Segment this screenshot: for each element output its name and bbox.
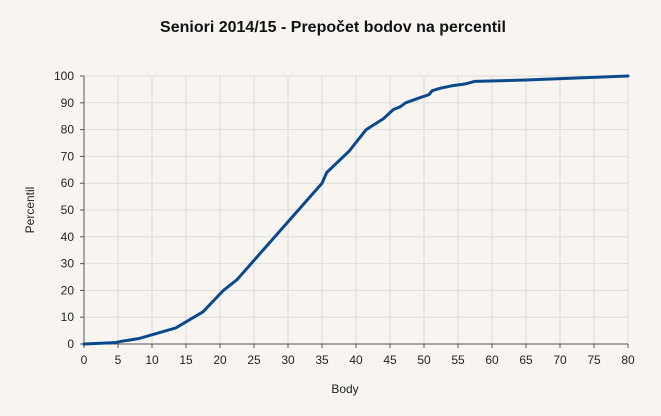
y-tick-label: 30 [61, 257, 75, 271]
x-tick-label: 45 [383, 353, 397, 367]
y-axis-label: Percentil [23, 187, 37, 234]
x-tick-label: 75 [587, 353, 601, 367]
x-tick-label: 25 [247, 353, 261, 367]
y-tick-label: 50 [61, 203, 75, 217]
x-tick-label: 20 [213, 353, 227, 367]
y-tick-label: 10 [61, 310, 75, 324]
chart-title: Seniori 2014/15 - Prepočet bodov na perc… [160, 19, 506, 36]
y-tick-label: 0 [67, 337, 74, 351]
y-tick-label: 80 [61, 123, 75, 137]
x-tick-label: 50 [417, 353, 431, 367]
axes-layer [80, 75, 629, 348]
y-tick-label: 20 [61, 283, 75, 297]
y-tick-label: 40 [61, 230, 75, 244]
x-tick-label: 10 [145, 353, 159, 367]
series-line [82, 74, 630, 346]
x-tick-label: 80 [621, 353, 635, 367]
y-tick-label: 100 [54, 69, 74, 83]
x-tick-label: 40 [349, 353, 363, 367]
x-tick-label: 35 [315, 353, 329, 367]
y-tick-label: 90 [61, 96, 75, 110]
x-axis-label: Body [331, 382, 358, 396]
x-tick-label: 0 [81, 353, 88, 367]
series-layer [82, 74, 630, 346]
x-tick-label: 55 [451, 353, 465, 367]
grid-layer [83, 75, 629, 345]
x-tick-label: 70 [553, 353, 567, 367]
ticks-layer: 0 5 10 15 20 25 30 35 40 45 50 55 60 65 70 75 80 0 10 20 30 4… [54, 69, 635, 367]
y-tick-label: 70 [61, 149, 75, 163]
x-tick-label: 60 [485, 353, 499, 367]
x-tick-label: 30 [281, 353, 295, 367]
x-tick-label: 15 [179, 353, 193, 367]
x-tick-label: 5 [115, 353, 122, 367]
x-tick-label: 65 [519, 353, 533, 367]
y-tick-label: 60 [61, 176, 75, 190]
